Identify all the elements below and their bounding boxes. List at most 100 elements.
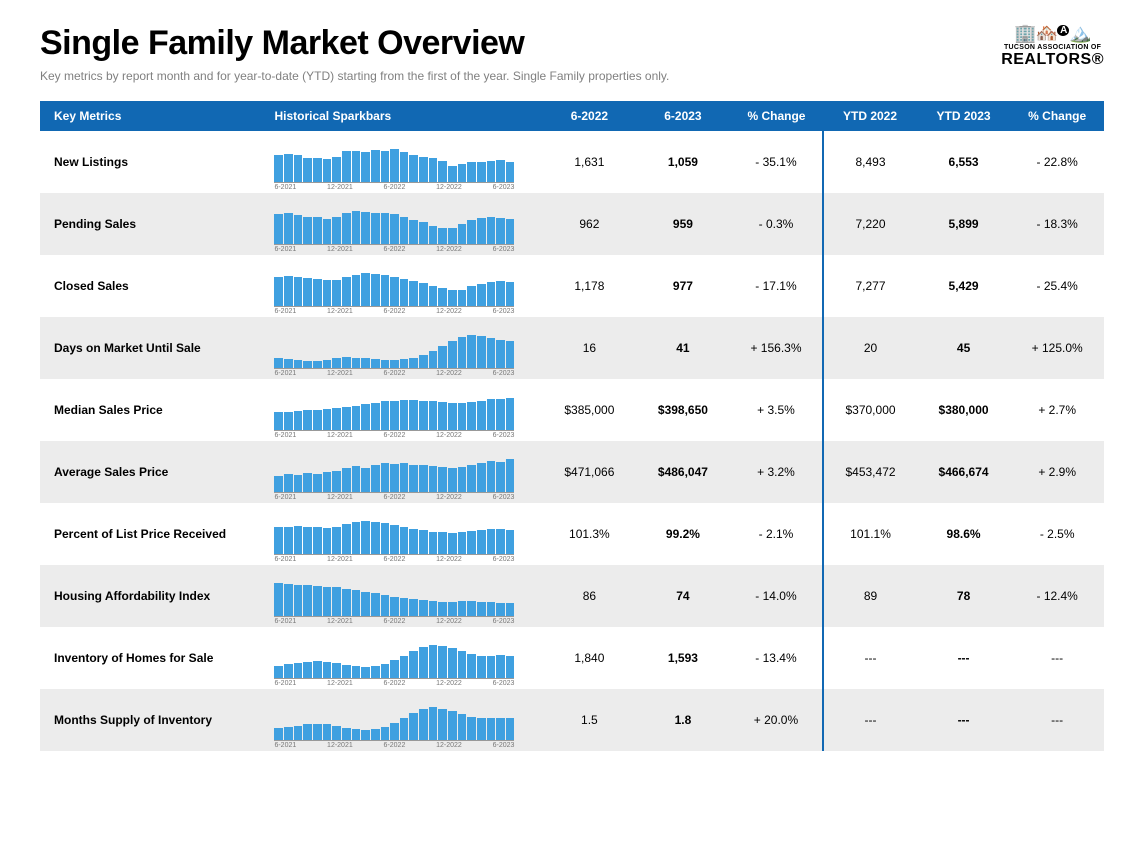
prior-value: 962 (543, 193, 637, 255)
sparkbar-bar (274, 476, 283, 492)
sparkbar-bar (390, 401, 399, 430)
sparkbar-bar (477, 718, 486, 740)
sparkbar-bar (332, 587, 341, 616)
sparkbar-bar (361, 273, 370, 306)
change-value: - 0.3% (730, 193, 824, 255)
ytd-current-value: 45 (917, 317, 1011, 379)
sparkbar-bar (284, 359, 293, 368)
current-value: 74 (636, 565, 730, 627)
sparkbar-axis-label: 12-2021 (327, 742, 353, 749)
sparkbar-bar (313, 661, 322, 678)
sparkbar-axis-label: 6-2022 (384, 432, 406, 439)
ytd-change-value: + 2.7% (1010, 379, 1104, 441)
sparkbar-bar (506, 341, 515, 368)
sparkbar-bar (458, 651, 467, 678)
sparkbar-bar (303, 217, 312, 244)
sparkbar-bar (506, 718, 515, 740)
ytd-prior-value: 7,277 (823, 255, 917, 317)
sparkbar-bar (390, 723, 399, 740)
sparkbar-bar (303, 278, 312, 306)
ytd-current-value: 78 (917, 565, 1011, 627)
sparkbar-bar (448, 711, 457, 740)
table-row: Pending Sales6-202112-20216-202212-20226… (40, 193, 1104, 255)
sparkbar-bar (361, 667, 370, 678)
change-value: - 35.1% (730, 131, 824, 193)
col-prior: 6-2022 (543, 101, 637, 131)
ytd-current-value: 5,429 (917, 255, 1011, 317)
sparkbar-bar (400, 400, 409, 430)
sparkbar-bar (477, 284, 486, 306)
sparkbar-bar (313, 279, 322, 306)
change-value: - 13.4% (730, 627, 824, 689)
sparkbar-axis-label: 6-2023 (493, 246, 515, 253)
metrics-table: Key Metrics Historical Sparkbars 6-2022 … (40, 101, 1104, 751)
sparkbar-bar (448, 403, 457, 430)
sparkbar-bar (419, 401, 428, 430)
table-row: Housing Affordability Index6-202112-2021… (40, 565, 1104, 627)
sparkbar-bar (467, 286, 476, 306)
sparkbar-bar (438, 532, 447, 554)
sparkbar-bar (487, 529, 496, 554)
sparkbar-bar (294, 155, 303, 182)
sparkbar-bar (313, 724, 322, 740)
sparkbar-axis-label: 12-2022 (436, 742, 462, 749)
sparkbar-bar (467, 402, 476, 430)
sparkbar-bar (429, 645, 438, 678)
ytd-change-value: - 12.4% (1010, 565, 1104, 627)
change-value: + 20.0% (730, 689, 824, 751)
sparkbar-bar (381, 727, 390, 740)
sparkbar-chart (274, 458, 514, 492)
sparkbar-bar (274, 583, 283, 616)
sparkbar-bar (429, 351, 438, 368)
sparkbar-bar (294, 726, 303, 740)
table-row: New Listings6-202112-20216-202212-20226-… (40, 131, 1104, 193)
metric-name: New Listings (40, 131, 268, 193)
sparkbar-bar (487, 399, 496, 430)
sparkbar-axis-label: 12-2021 (327, 370, 353, 377)
sparkbar-bar (294, 663, 303, 678)
sparkbar-bar (448, 228, 457, 244)
sparkbar-bar (332, 280, 341, 306)
sparkbar-axis: 6-202112-20216-202212-20226-2023 (274, 554, 514, 563)
sparkbar-axis-label: 6-2023 (493, 432, 515, 439)
sparkbar-bar (458, 403, 467, 430)
sparkbar-chart (274, 148, 514, 182)
sparkbar-bar (371, 593, 380, 616)
sparkbar-bar (409, 400, 418, 430)
sparkbar-axis-label: 12-2022 (436, 618, 462, 625)
sparkbar-bar (506, 282, 515, 306)
sparkbar-bar (438, 402, 447, 430)
sparkbar-axis-label: 6-2022 (384, 556, 406, 563)
sparkbar-axis: 6-202112-20216-202212-20226-2023 (274, 492, 514, 501)
sparkbar-axis: 6-202112-20216-202212-20226-2023 (274, 368, 514, 377)
page-subtitle: Key metrics by report month and for year… (40, 69, 669, 83)
sparkbar-bar (371, 150, 380, 182)
sparkbar-bar (419, 465, 428, 492)
sparkbar-bar (419, 355, 428, 368)
metric-name: Median Sales Price (40, 379, 268, 441)
prior-value: $471,066 (543, 441, 637, 503)
sparkbar-axis-label: 6-2023 (493, 184, 515, 191)
sparkbar-bar (323, 724, 332, 740)
sparkbar-bar (467, 335, 476, 368)
sparkbar-bar (390, 525, 399, 554)
sparkbar-bar (438, 709, 447, 740)
sparkbar-bar (458, 532, 467, 554)
sparkbar-bar (467, 162, 476, 182)
sparkbar-bar (332, 408, 341, 430)
ytd-current-value: $466,674 (917, 441, 1011, 503)
sparkbar-bar (487, 461, 496, 492)
sparkbar-bar (313, 586, 322, 616)
sparkbar-axis-label: 12-2021 (327, 432, 353, 439)
sparkbar-bar (352, 358, 361, 368)
sparkbar-bar (390, 464, 399, 492)
sparkbar-bar (496, 340, 505, 368)
prior-value: 1,840 (543, 627, 637, 689)
sparkbar-bar (381, 595, 390, 616)
sparkbar-bar (506, 603, 515, 616)
sparkbar-bar (361, 152, 370, 182)
sparkbar-axis-label: 12-2022 (436, 370, 462, 377)
col-metric: Key Metrics (40, 101, 268, 131)
sparkbar-bar (342, 665, 351, 678)
sparkbar-bar (284, 527, 293, 554)
